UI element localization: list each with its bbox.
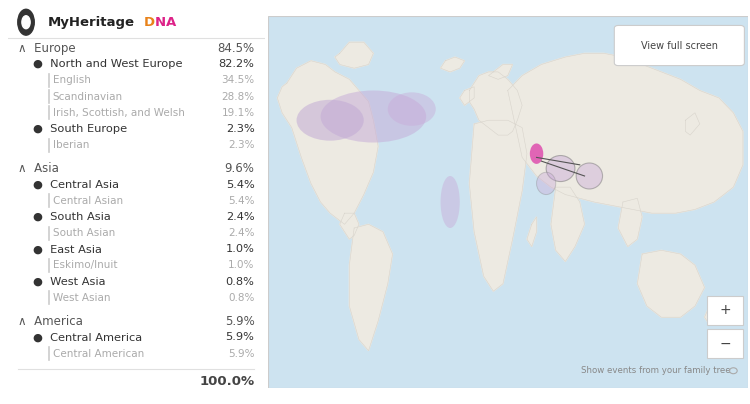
FancyBboxPatch shape xyxy=(707,296,743,325)
Text: 28.8%: 28.8% xyxy=(221,92,254,101)
Polygon shape xyxy=(686,113,700,135)
Text: 19.1%: 19.1% xyxy=(221,108,254,118)
Ellipse shape xyxy=(320,90,426,143)
Ellipse shape xyxy=(388,93,436,126)
Text: 5.9%: 5.9% xyxy=(226,332,254,342)
Text: Scandinavian: Scandinavian xyxy=(53,92,123,101)
Ellipse shape xyxy=(546,156,575,181)
FancyBboxPatch shape xyxy=(707,329,743,358)
Text: ●  South Asia: ● South Asia xyxy=(33,212,111,222)
Polygon shape xyxy=(350,224,392,351)
Ellipse shape xyxy=(530,143,543,164)
Text: ●  East Asia: ● East Asia xyxy=(33,244,102,254)
Polygon shape xyxy=(551,187,584,261)
Ellipse shape xyxy=(296,100,364,141)
Ellipse shape xyxy=(440,176,460,228)
Text: 5.4%: 5.4% xyxy=(226,180,254,189)
Text: Eskimo/Inuit: Eskimo/Inuit xyxy=(53,261,117,270)
Text: Iberian: Iberian xyxy=(53,140,89,150)
Text: 5.9%: 5.9% xyxy=(228,349,254,358)
Polygon shape xyxy=(460,87,474,105)
Text: MyHeritage: MyHeritage xyxy=(47,16,134,29)
Circle shape xyxy=(22,16,30,29)
Ellipse shape xyxy=(536,172,556,195)
Text: Central Asian: Central Asian xyxy=(53,196,123,206)
Text: West Asian: West Asian xyxy=(53,293,110,303)
Text: ∧  Europe: ∧ Europe xyxy=(18,42,76,55)
Text: 2.3%: 2.3% xyxy=(226,124,254,134)
Text: South Asian: South Asian xyxy=(53,228,115,238)
Polygon shape xyxy=(470,72,522,135)
Polygon shape xyxy=(488,65,512,79)
Text: 84.5%: 84.5% xyxy=(217,42,254,55)
Text: N: N xyxy=(154,16,166,29)
Text: Central American: Central American xyxy=(53,349,144,358)
Text: 82.2%: 82.2% xyxy=(218,59,254,69)
Text: A: A xyxy=(166,16,176,29)
Text: 5.9%: 5.9% xyxy=(225,315,254,328)
Text: 2.4%: 2.4% xyxy=(226,212,254,222)
Text: +: + xyxy=(719,303,730,317)
Text: 1.0%: 1.0% xyxy=(228,261,254,270)
Polygon shape xyxy=(704,302,714,325)
Text: ●  West Asia: ● West Asia xyxy=(33,277,106,286)
Text: Show events from your family tree: Show events from your family tree xyxy=(581,366,731,375)
Text: ●  South Europe: ● South Europe xyxy=(33,124,128,134)
Text: ∧  Asia: ∧ Asia xyxy=(18,162,58,175)
Ellipse shape xyxy=(576,163,602,189)
Text: English: English xyxy=(53,76,91,85)
Text: −: − xyxy=(719,337,730,351)
Polygon shape xyxy=(340,213,359,239)
Text: 1.0%: 1.0% xyxy=(226,244,254,254)
Polygon shape xyxy=(508,53,743,213)
Text: ●  Central Asia: ● Central Asia xyxy=(33,180,119,189)
Text: 5.4%: 5.4% xyxy=(228,196,254,206)
Polygon shape xyxy=(335,42,374,68)
Text: View full screen: View full screen xyxy=(640,40,718,50)
Text: 9.6%: 9.6% xyxy=(224,162,254,175)
Polygon shape xyxy=(278,61,378,224)
Text: 34.5%: 34.5% xyxy=(221,76,254,85)
Polygon shape xyxy=(638,250,704,317)
Polygon shape xyxy=(618,198,642,246)
Text: D: D xyxy=(144,16,155,29)
Circle shape xyxy=(18,9,34,35)
FancyBboxPatch shape xyxy=(614,25,745,65)
Polygon shape xyxy=(527,217,536,246)
Text: 2.4%: 2.4% xyxy=(228,228,254,238)
Text: 0.8%: 0.8% xyxy=(228,293,254,303)
Polygon shape xyxy=(440,57,464,72)
Text: Irish, Scottish, and Welsh: Irish, Scottish, and Welsh xyxy=(53,108,184,118)
Text: 100.0%: 100.0% xyxy=(200,375,254,388)
Polygon shape xyxy=(470,120,527,291)
Text: 2.3%: 2.3% xyxy=(228,140,254,150)
Text: ∧  America: ∧ America xyxy=(18,315,82,328)
Text: ●  Central America: ● Central America xyxy=(33,332,142,342)
Text: ●  North and West Europe: ● North and West Europe xyxy=(33,59,183,69)
Text: 0.8%: 0.8% xyxy=(226,277,254,286)
